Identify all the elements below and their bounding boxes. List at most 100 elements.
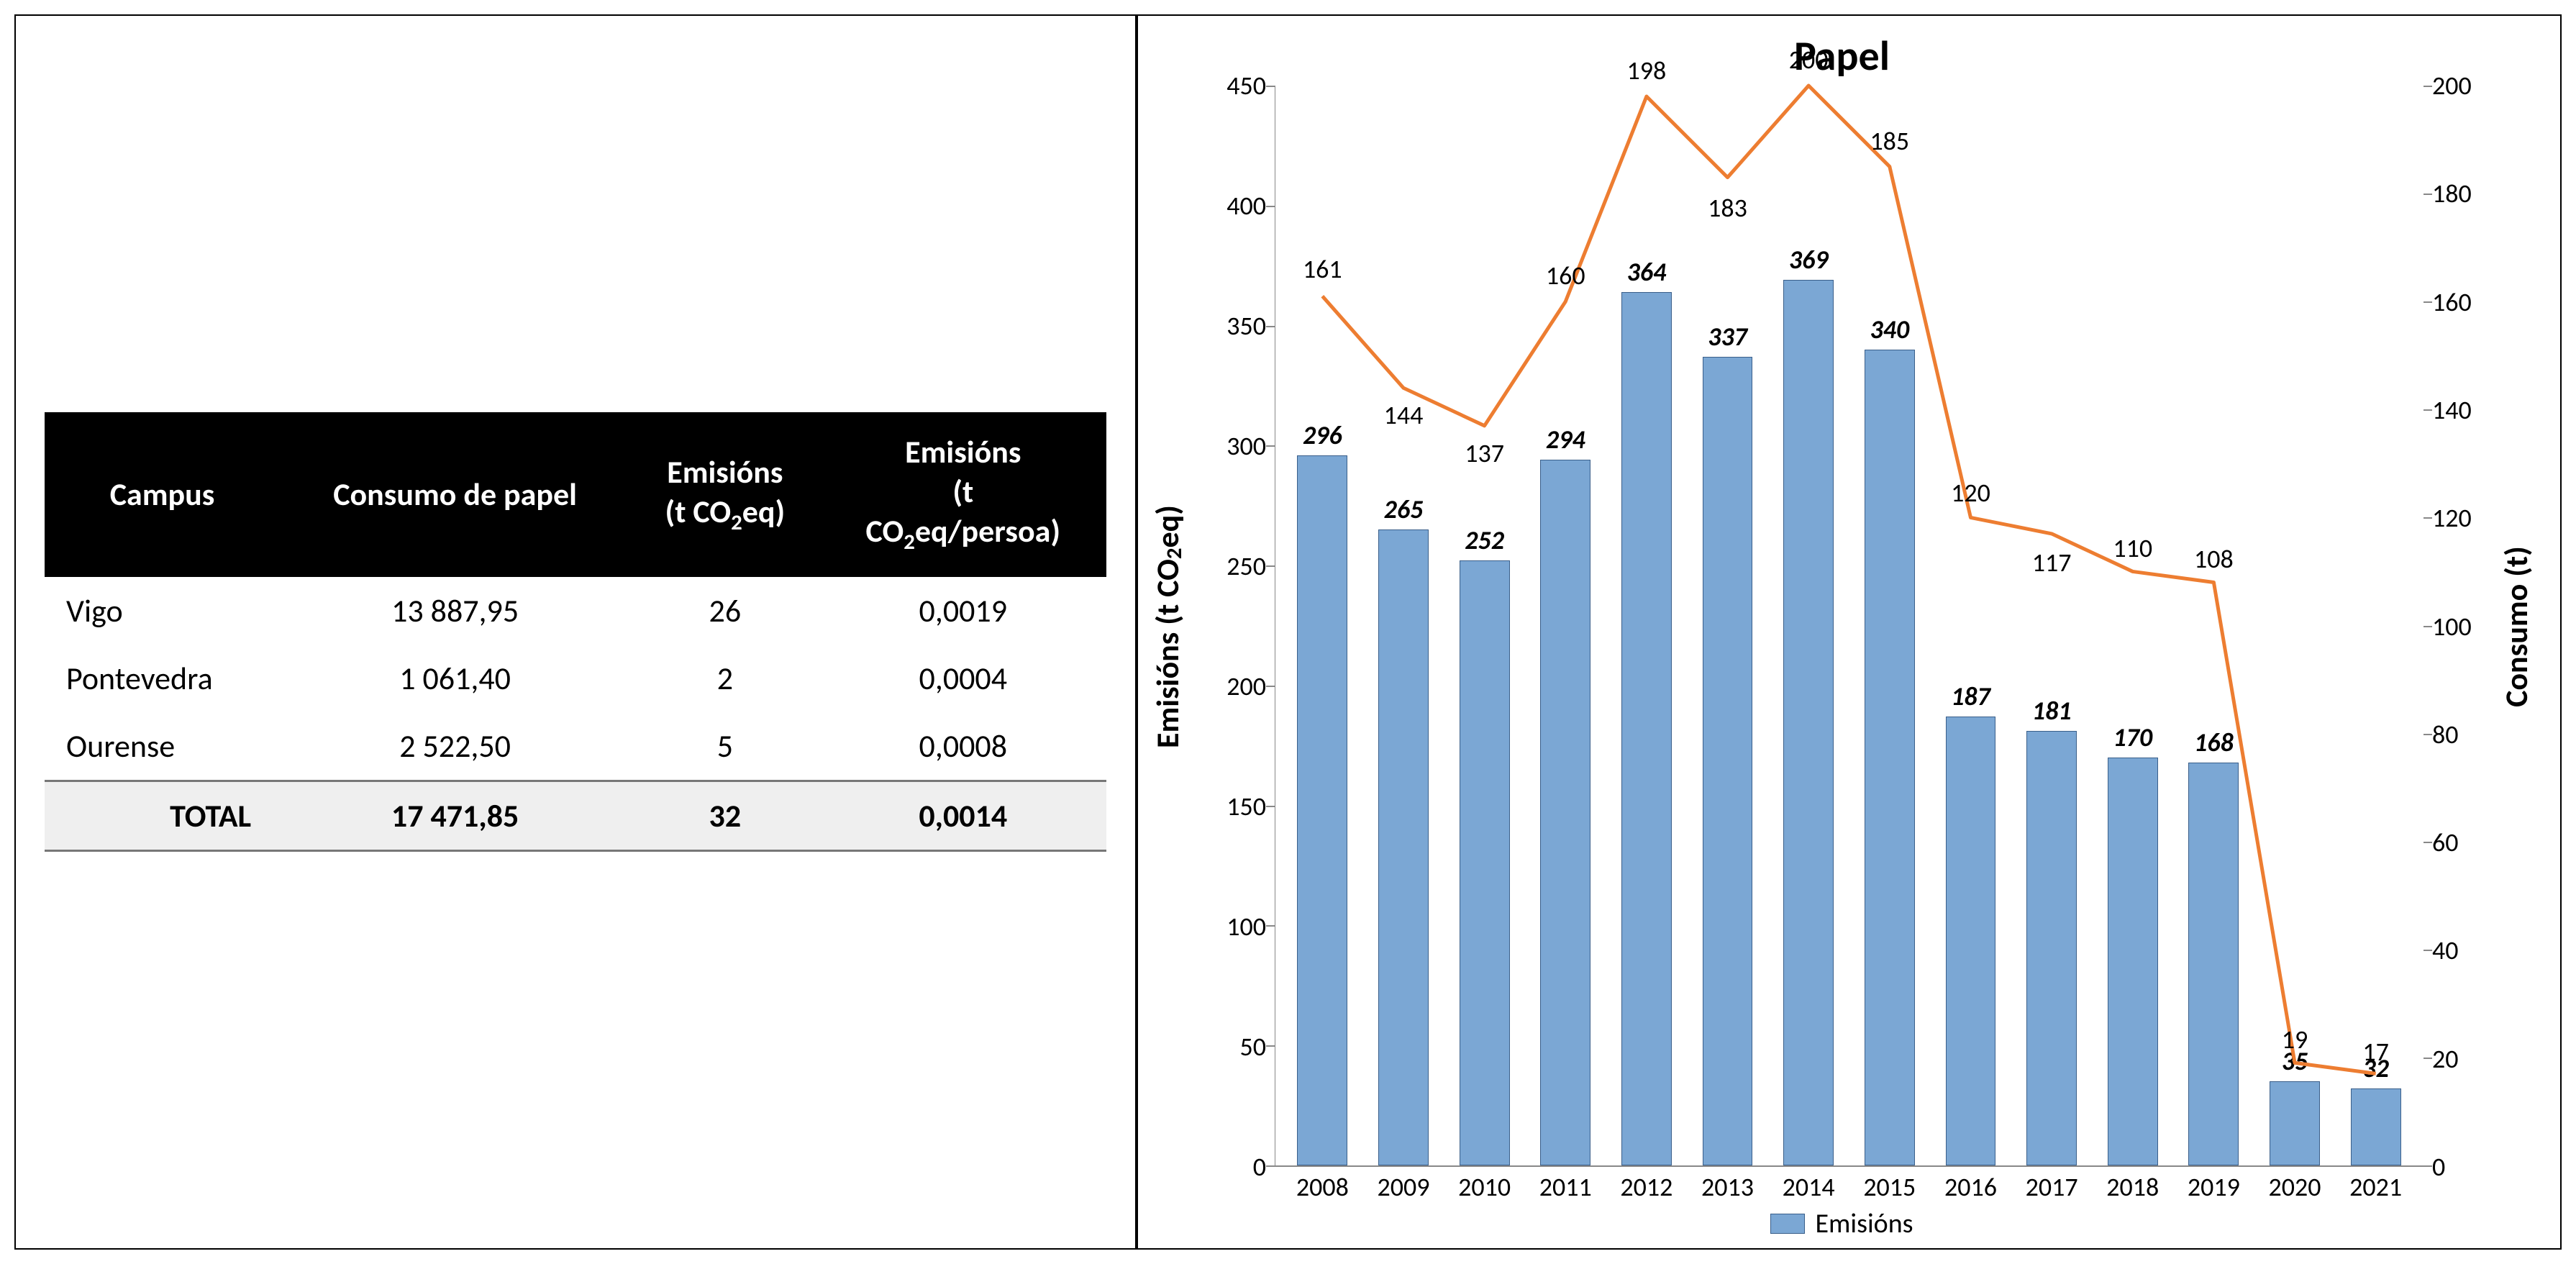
y-left-tick: 350 <box>1226 310 1266 342</box>
y-left-tick: 50 <box>1240 1031 1267 1063</box>
bar-value-label: 364 <box>1627 256 1667 288</box>
y-left-tick: 300 <box>1226 430 1266 462</box>
line-value-label: 108 <box>2194 543 2234 575</box>
bar <box>2351 1088 2401 1165</box>
x-tick: 2014 <box>1768 1171 1849 1203</box>
bar <box>1540 460 1590 1165</box>
x-tick: 2012 <box>1606 1171 1688 1203</box>
y-left-tick: 200 <box>1226 670 1266 702</box>
x-tick: 2013 <box>1687 1171 1768 1203</box>
y-axis-right: Consumo (t) 020406080100120140160180200 <box>2423 86 2531 1167</box>
line-value-label: 17 <box>2362 1036 2389 1068</box>
bar-value-label: 187 <box>1951 681 1990 712</box>
table-cell: 17 471,85 <box>280 781 630 850</box>
line-value-label: 200 <box>1789 44 1829 76</box>
col-emisions-persoa: Emisións(tCO2eq/persoa) <box>820 412 1106 576</box>
plot: 2962652522943643373693401871811701683532… <box>1275 86 2423 1167</box>
table-row: Vigo13 887,95260,0019 <box>45 577 1106 645</box>
x-tick: 2019 <box>2173 1171 2254 1203</box>
table-cell: 0,0008 <box>820 712 1106 781</box>
chart-title: Papel <box>1152 30 2531 81</box>
line-value-label: 161 <box>1303 253 1342 285</box>
table-cell: Pontevedra <box>45 645 280 712</box>
bars-group: 2962652522943643373693401871811701683532 <box>1275 86 2423 1165</box>
bar <box>1460 560 1510 1165</box>
table-cell: 13 887,95 <box>280 577 630 645</box>
line-value-label: 198 <box>1627 55 1667 86</box>
table-row: Ourense2 522,5050,0008 <box>45 712 1106 781</box>
bar <box>2188 763 2239 1165</box>
bar-slot: 265 <box>1363 86 1444 1165</box>
y-left-label: Emisións (t CO2eq) <box>1148 505 1188 748</box>
bar <box>1621 292 1672 1165</box>
table-header-row: Campus Consumo de papel Emisións(t CO2eq… <box>45 412 1106 576</box>
x-tick: 2021 <box>2335 1171 2416 1203</box>
table-row: Pontevedra1 061,4020,0004 <box>45 645 1106 712</box>
bar <box>1378 529 1429 1165</box>
x-tick: 2018 <box>2092 1171 2173 1203</box>
line-value-label: 110 <box>2113 532 2152 564</box>
bar-value-label: 294 <box>1546 424 1585 455</box>
bar-slot: 168 <box>2173 86 2254 1165</box>
y-right-tick: 80 <box>2432 719 2459 750</box>
col-consumo: Consumo de papel <box>280 412 630 576</box>
bar-value-label: 265 <box>1384 494 1424 525</box>
table-cell: Ourense <box>45 712 280 781</box>
bar-slot: 252 <box>1444 86 1525 1165</box>
chart-legend: Emisións <box>1152 1207 2531 1240</box>
y-right-tick: 140 <box>2432 394 2472 426</box>
y-left-tick: 450 <box>1226 70 1266 101</box>
bar-slot: 364 <box>1606 86 1688 1165</box>
bar-slot: 340 <box>1849 86 1930 1165</box>
x-tick: 2020 <box>2254 1171 2336 1203</box>
line-value-label: 185 <box>1870 125 1909 157</box>
table-cell: 5 <box>630 712 819 781</box>
table-cell: 2 <box>630 645 819 712</box>
line-value-label: 19 <box>2282 1024 2308 1055</box>
y-left-tick: 100 <box>1226 911 1266 942</box>
campus-table: Campus Consumo de papel Emisións(t CO2eq… <box>45 412 1106 851</box>
table-cell: 32 <box>630 781 819 850</box>
table-cell: TOTAL <box>45 781 280 850</box>
bar-value-label: 369 <box>1789 244 1829 276</box>
table-cell: 0,0014 <box>820 781 1106 850</box>
x-tick: 2016 <box>1930 1171 2011 1203</box>
bar <box>1865 350 1915 1165</box>
table-cell: 26 <box>630 577 819 645</box>
table-total-row: TOTAL17 471,85320,0014 <box>45 781 1106 850</box>
x-tick: 2017 <box>2011 1171 2093 1203</box>
legend-swatch <box>1770 1214 1805 1234</box>
y-right-tick: 200 <box>2432 70 2472 101</box>
line-value-label: 183 <box>1708 192 1747 224</box>
x-tick: 2010 <box>1444 1171 1525 1203</box>
y-right-tick: 160 <box>2432 286 2472 318</box>
bar-value-label: 337 <box>1708 321 1747 353</box>
y-right-tick: 0 <box>2432 1151 2445 1183</box>
table-cell: Vigo <box>45 577 280 645</box>
bar <box>1946 717 1996 1165</box>
y-right-tick: 60 <box>2432 827 2459 858</box>
legend-label: Emisións <box>1815 1207 1913 1240</box>
y-left-tick: 0 <box>1253 1151 1266 1183</box>
bar <box>1783 280 1834 1165</box>
bar-value-label: 181 <box>2032 695 2072 727</box>
bar-value-label: 170 <box>2113 722 2152 753</box>
col-campus: Campus <box>45 412 280 576</box>
line-value-label: 137 <box>1465 437 1504 469</box>
x-tick: 2009 <box>1363 1171 1444 1203</box>
line-value-label: 120 <box>1951 477 1990 509</box>
y-right-tick: 100 <box>2432 611 2472 642</box>
chart-panel: Papel Emisións (t CO2eq) 050100150200250… <box>1138 16 2560 1248</box>
bar-slot: 32 <box>2335 86 2416 1165</box>
bar <box>1703 357 1753 1165</box>
bar <box>1297 455 1347 1165</box>
table-cell: 0,0019 <box>820 577 1106 645</box>
y-right-tick: 120 <box>2432 502 2472 534</box>
x-tick: 2008 <box>1282 1171 1363 1203</box>
figure-container: Campus Consumo de papel Emisións(t CO2eq… <box>14 14 2562 1250</box>
bar-slot: 170 <box>2092 86 2173 1165</box>
x-tick: 2015 <box>1849 1171 1930 1203</box>
line-value-label: 144 <box>1384 399 1424 431</box>
bar-slot: 35 <box>2254 86 2336 1165</box>
bar-slot: 294 <box>1525 86 1606 1165</box>
